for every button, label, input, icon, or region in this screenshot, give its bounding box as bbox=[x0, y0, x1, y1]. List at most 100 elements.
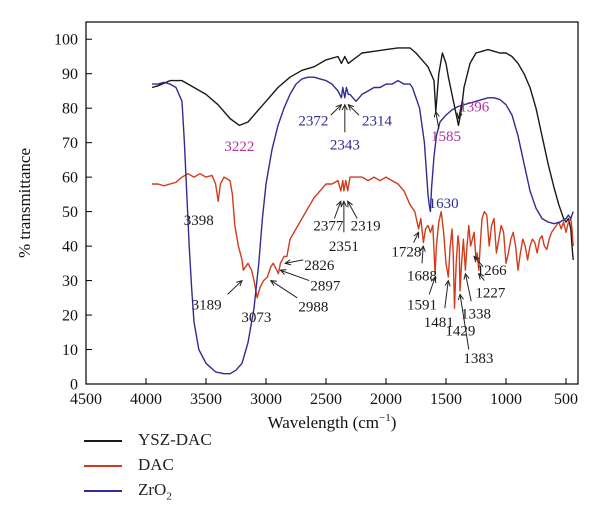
y-tick-label: 100 bbox=[54, 32, 78, 49]
annotation-arrow bbox=[457, 97, 464, 119]
y-tick-label: 10 bbox=[62, 342, 78, 359]
legend: YSZ-DAC DAC ZrO2 bbox=[84, 428, 284, 503]
peak-label: 1338 bbox=[461, 306, 491, 322]
annotation-arrow bbox=[333, 201, 342, 219]
annotation-arrow bbox=[444, 280, 449, 309]
y-tick-label: 50 bbox=[62, 204, 78, 221]
x-tick-label: 2500 bbox=[310, 391, 342, 408]
y-tick-label: 80 bbox=[62, 101, 78, 118]
x-tick-label: 500 bbox=[554, 391, 578, 408]
annotation-arrow bbox=[413, 232, 420, 243]
peak-label: 3189 bbox=[192, 298, 222, 314]
legend-label: YSZ-DAC bbox=[138, 430, 212, 449]
series-layer bbox=[151, 47, 574, 375]
series-line-0 bbox=[151, 47, 574, 260]
annotation-arrowhead bbox=[279, 269, 287, 275]
peak-label: 1591 bbox=[407, 298, 437, 314]
peak-label: 3073 bbox=[241, 310, 271, 326]
peak-label: 2343 bbox=[330, 137, 360, 153]
annotation-arrowhead bbox=[433, 110, 440, 118]
y-tick-label: 40 bbox=[62, 239, 78, 256]
annotation-arrowhead bbox=[340, 200, 347, 207]
x-axis-label: Wavelength (cm−1) bbox=[268, 412, 397, 432]
series-line-1 bbox=[152, 173, 574, 309]
series-line-2 bbox=[152, 76, 574, 375]
annotation-arrow bbox=[421, 246, 424, 264]
peak-label: 2377 bbox=[313, 218, 344, 234]
legend-swatch bbox=[84, 465, 122, 467]
peak-label: 1630 bbox=[429, 196, 459, 212]
legend-label: ZrO2 bbox=[138, 478, 172, 508]
annotation-arrowhead bbox=[457, 293, 464, 301]
annotation-arrowhead bbox=[284, 259, 292, 266]
peak-label: 1429 bbox=[445, 324, 475, 340]
x-tick-label: 2000 bbox=[370, 391, 402, 408]
y-tick-label: 0 bbox=[70, 377, 78, 394]
annotation-arrow bbox=[280, 269, 310, 282]
peak-label: 1728 bbox=[391, 244, 421, 260]
y-tick-label: 90 bbox=[62, 66, 78, 83]
y-tick-label: 70 bbox=[62, 135, 78, 152]
peak-label: 2988 bbox=[298, 299, 328, 315]
annotation-arrowhead bbox=[419, 244, 426, 252]
annotation-arrowhead bbox=[335, 103, 343, 111]
peak-label: 2314 bbox=[362, 113, 393, 129]
peak-label: 2826 bbox=[304, 258, 335, 274]
annotation-arrow bbox=[435, 111, 440, 129]
y-axis-label: % transmittance bbox=[15, 148, 34, 258]
legend-swatch bbox=[84, 440, 122, 442]
annotation-arrowhead bbox=[236, 279, 243, 287]
x-tick-label: 3500 bbox=[190, 391, 222, 408]
annotation-arrowhead bbox=[413, 231, 420, 239]
annotation-arrow bbox=[285, 259, 304, 264]
annotation-arrowhead bbox=[444, 279, 451, 287]
annotation-arrow bbox=[464, 273, 472, 302]
peak-label: 3398 bbox=[184, 213, 214, 229]
x-tick-label: 1000 bbox=[490, 391, 522, 408]
annotation-arrowhead bbox=[463, 272, 470, 280]
legend-item-ysz-dac: YSZ-DAC bbox=[84, 428, 284, 453]
x-tick-label: 1500 bbox=[430, 391, 462, 408]
peak-label: 2351 bbox=[329, 239, 359, 255]
x-tick-label: 3000 bbox=[250, 391, 282, 408]
peak-label: 3222 bbox=[224, 139, 254, 155]
legend-swatch bbox=[84, 490, 122, 492]
peak-label: 2372 bbox=[298, 113, 328, 129]
annotation-arrowhead bbox=[341, 103, 348, 111]
peak-label: 2319 bbox=[351, 218, 381, 234]
annotation-arrow bbox=[330, 104, 342, 116]
legend-label-base: ZrO bbox=[138, 480, 167, 499]
plot-frame bbox=[85, 21, 579, 385]
annotation-arrowhead bbox=[478, 272, 485, 280]
y-tick-label: 20 bbox=[62, 308, 78, 325]
peak-label: 2897 bbox=[310, 279, 341, 295]
annotation-arrow bbox=[428, 276, 436, 295]
annotation-arrowhead bbox=[456, 112, 463, 120]
peak-label: 1688 bbox=[407, 268, 437, 284]
annotation-arrowhead bbox=[473, 255, 480, 263]
legend-label: DAC bbox=[138, 455, 174, 474]
x-tick-label: 4000 bbox=[130, 391, 162, 408]
annotation-arrowhead bbox=[347, 103, 355, 111]
annotation-arrowhead bbox=[430, 276, 437, 284]
annotation-arrow bbox=[459, 294, 470, 350]
peak-label: 1585 bbox=[431, 129, 461, 145]
annotation-arrow bbox=[347, 104, 360, 116]
legend-item-zro2: ZrO2 bbox=[84, 478, 284, 503]
peak-label: 1481 bbox=[424, 315, 454, 331]
x-tick-label: 4500 bbox=[70, 391, 102, 408]
annotation-arrow bbox=[473, 256, 484, 268]
annotation-arrowhead bbox=[269, 279, 277, 286]
y-tick-label: 60 bbox=[62, 170, 78, 187]
peak-label: 1383 bbox=[463, 351, 493, 367]
legend-label-sub: 2 bbox=[166, 490, 172, 503]
peak-label: 1227 bbox=[475, 286, 506, 302]
annotation-arrow bbox=[347, 201, 358, 219]
annotation-arrowhead bbox=[336, 200, 342, 208]
annotation-arrow bbox=[270, 280, 298, 299]
plot-axes: 4500 4000 3500 3000 2500 2000 1500 1000 500 0 10 20… bbox=[15, 21, 579, 432]
annotation-arrow bbox=[478, 273, 485, 281]
legend-item-dac: DAC bbox=[84, 453, 284, 478]
